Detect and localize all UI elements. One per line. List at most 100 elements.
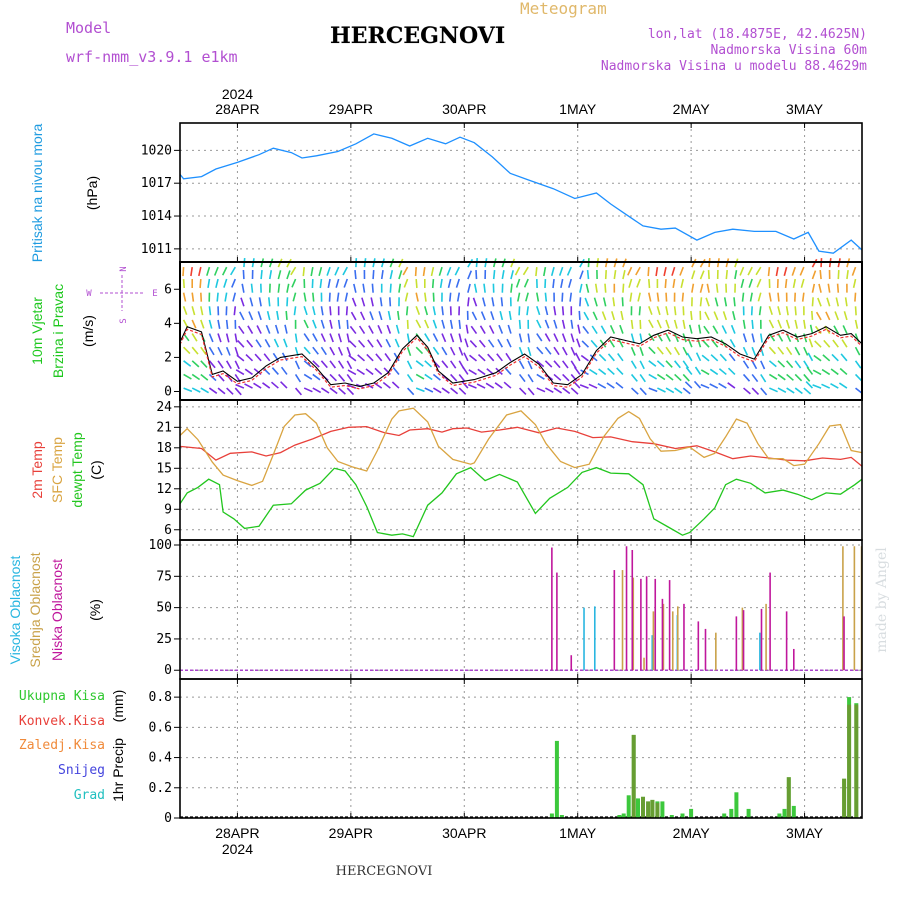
- wind-arrow: [784, 278, 788, 289]
- wind-arrow: [817, 297, 822, 307]
- wind-arrow: [467, 383, 477, 389]
- wind-arrow: [786, 387, 795, 394]
- wind-arrow: [506, 338, 512, 348]
- wind-arrow: [560, 278, 564, 289]
- y-tick-label: 1017: [141, 176, 172, 191]
- wind-arrow: [263, 353, 271, 362]
- wind-arrow: [182, 292, 187, 302]
- wind-arrow: [276, 310, 280, 321]
- y-tick-label: 0.4: [149, 751, 173, 766]
- wind-arrow: [191, 346, 199, 355]
- wind-arrow: [527, 346, 532, 357]
- wind-arrow: [380, 269, 384, 280]
- wind-arrow: [574, 352, 581, 362]
- wind-arrow: [346, 373, 354, 383]
- wind-arrow: [580, 354, 589, 362]
- conv-precip-bar: [655, 802, 660, 818]
- wind-arrow: [356, 368, 365, 376]
- wind-arrow: [553, 346, 560, 356]
- wind-arrow: [240, 297, 245, 307]
- wind-arrow: [733, 297, 736, 307]
- wind-arrow: [742, 373, 751, 382]
- wind-arrow: [536, 346, 544, 355]
- wind-arrow: [415, 360, 424, 367]
- y-tick-label: 0.2: [149, 781, 172, 796]
- model-label: Model: [66, 19, 111, 37]
- wind-arrow: [371, 283, 374, 293]
- wind-arrow: [182, 306, 188, 315]
- wind-arrow: [741, 292, 745, 302]
- wind-arrow: [221, 266, 228, 276]
- wind-arrow: [450, 373, 458, 382]
- wind-arrow: [505, 352, 512, 362]
- wind-arrow: [320, 387, 330, 394]
- y-tick-label: 1011: [141, 242, 172, 257]
- wind-arrow: [786, 360, 794, 369]
- conv-precip-bar: [650, 799, 655, 818]
- wind-arrow: [673, 346, 680, 356]
- wind-arrow: [794, 360, 802, 369]
- wind-arrow: [424, 333, 431, 342]
- wind-arrow: [648, 387, 658, 393]
- wind-arrow: [294, 387, 303, 396]
- panel-frame: [179, 122, 863, 263]
- wind-arrow: [616, 367, 624, 375]
- wind-ylabel: 10m Vjetar Brzina i Pravac (m/s) N W E S: [29, 266, 158, 378]
- wind-arrow: [536, 319, 542, 329]
- wind-arrow: [742, 333, 748, 343]
- wind-arrow: [439, 278, 443, 289]
- wind-arrow: [695, 352, 702, 362]
- wind-arrow: [217, 333, 222, 343]
- wind-arrow: [432, 319, 438, 329]
- tsfc-line: [179, 407, 863, 487]
- wind-arrow: [468, 369, 477, 376]
- wind-arrow: [702, 340, 710, 348]
- y-tick-label: 9: [164, 502, 172, 517]
- wind-arrow: [709, 368, 719, 376]
- wind-arrow: [449, 346, 456, 356]
- wind-arrow: [208, 333, 214, 343]
- wind-arrow: [515, 278, 521, 288]
- wind-arrow: [498, 324, 504, 334]
- precip-unit: (mm): [110, 690, 126, 723]
- wind-arrow: [285, 310, 288, 320]
- wind-arrow: [698, 324, 702, 334]
- wind-arrow: [238, 325, 245, 335]
- wind-arrow: [286, 283, 290, 293]
- wind-arrow: [260, 270, 263, 280]
- wind-arrow: [291, 278, 297, 288]
- wind-arrow: [200, 346, 207, 355]
- wind-arrow: [256, 325, 262, 334]
- wind-arrow: [672, 278, 676, 289]
- wind-arrow: [191, 319, 197, 329]
- y-tick-label: 100: [149, 538, 172, 553]
- wind-arrow: [712, 325, 719, 334]
- y-tick-label: 6: [164, 523, 172, 538]
- wind-arrow: [674, 360, 681, 369]
- compass-icon: N W E S: [86, 266, 157, 323]
- wind-arrow: [236, 354, 245, 362]
- wind-arrow: [783, 266, 788, 277]
- day-label-bottom: 30APR: [442, 825, 486, 841]
- wind-arrow: [686, 352, 693, 362]
- total-precip-bar: [626, 795, 631, 818]
- wind-arrow: [362, 283, 366, 293]
- wind-arrow: [627, 266, 633, 276]
- wind-arrow: [699, 283, 704, 293]
- wind-arrow: [854, 319, 859, 329]
- wind-arrow: [467, 283, 471, 293]
- y-tick-label: 21: [156, 420, 172, 435]
- wind-arrow: [665, 387, 675, 394]
- wind-arrow: [527, 333, 531, 343]
- wind-arrow: [191, 333, 198, 342]
- wind-arrow: [320, 333, 326, 343]
- wind-arrow: [759, 333, 763, 343]
- wind-arrow: [471, 311, 478, 321]
- wind-arrow: [589, 354, 598, 362]
- wind-arrow: [620, 310, 624, 321]
- wind-arrow: [270, 381, 279, 389]
- wind-arrow: [216, 292, 219, 302]
- wind-arrow: [274, 324, 280, 334]
- wind-arrow: [250, 283, 254, 293]
- wind-arrow: [329, 360, 337, 369]
